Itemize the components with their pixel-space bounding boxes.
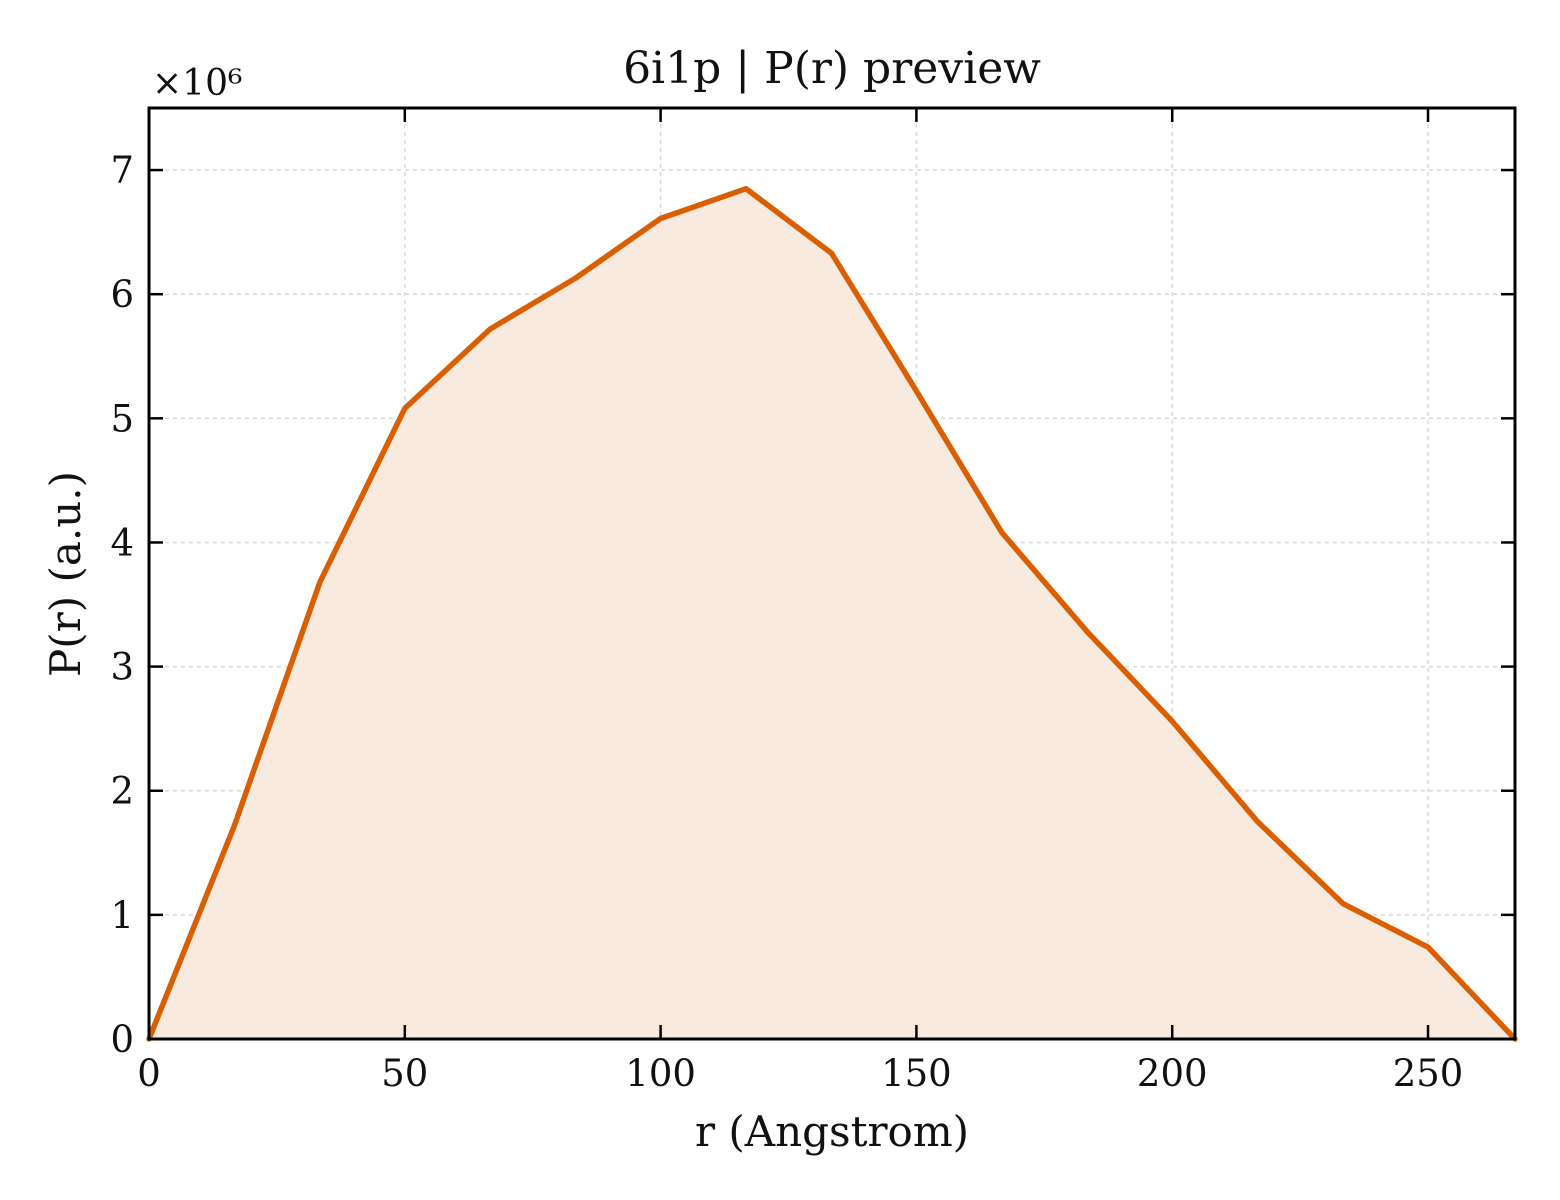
y-tick-label: 0 [110,1018,134,1061]
y-tick-label: 1 [110,894,134,937]
x-tick-label: 150 [881,1052,952,1095]
x-tick-label: 200 [1137,1052,1208,1095]
plot-frame [147,106,1517,1041]
axes-layer [147,106,1517,1041]
ticks-layer [147,108,1515,1041]
x-tick-label: 0 [137,1052,161,1095]
x-tick-label: 50 [381,1052,428,1095]
y-tick-label: 4 [110,521,134,564]
x-tick-label: 250 [1393,1052,1464,1095]
labels-layer: 0 50 100 150 200 250 0 1 2 3 4 5 6 7 [110,149,1463,1095]
y-tick-label: 3 [110,646,134,689]
chart-title: 6i1p | P(r) preview [623,43,1041,94]
series-layer [146,185,1518,1042]
y-tick-label: 7 [110,149,134,192]
y-tick-label: 2 [110,770,134,813]
x-tick-label: 100 [625,1052,696,1095]
y-tick-label: 5 [110,397,134,440]
y-scale-multiplier: ×10⁶ [152,63,242,104]
y-axis-label: P(r) (a.u.) [41,471,90,677]
pr-area-fill [149,188,1515,1040]
pr-series-line [146,185,1518,1042]
y-tick-label: 6 [110,273,134,316]
x-axis-label: r (Angstrom) [695,1107,969,1156]
